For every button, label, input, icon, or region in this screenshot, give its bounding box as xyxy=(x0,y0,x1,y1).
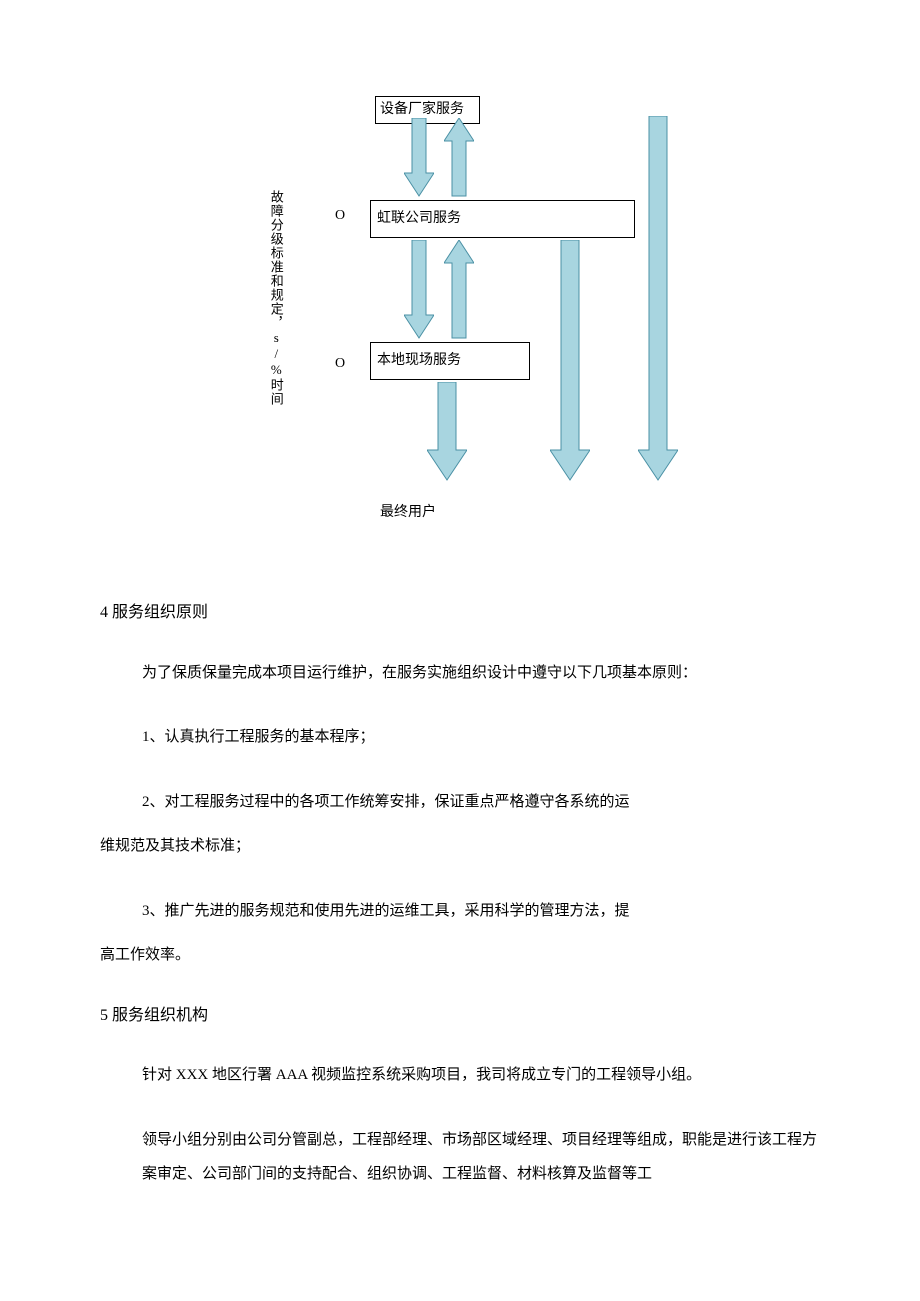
arrow-down-mid-bot xyxy=(404,240,434,340)
box-bot-label: 本地现场服务 xyxy=(377,353,461,368)
vertical-criteria-label: 故障分级标准和规定，s/%时间 xyxy=(265,190,286,410)
arrow-up-mid-top xyxy=(444,118,474,198)
o-marker-2: O xyxy=(335,353,345,375)
section-5-heading: 5 服务组织机构 xyxy=(100,1003,820,1029)
box-local-service: 本地现场服务 xyxy=(370,342,530,380)
arrow-down-bot-end xyxy=(427,382,467,482)
section-4-p1: 为了保质保量完成本项目运行维护，在服务实施组织设计中遵守以下几项基本原则： xyxy=(142,656,820,691)
section-4-p4b: 高工作效率。 xyxy=(100,938,820,973)
section-5-p2: 领导小组分别由公司分管副总，工程部经理、市场部区域经理、项目经理等组成，职能是进… xyxy=(142,1123,820,1192)
end-user-label: 最终用户 xyxy=(380,502,436,524)
box-honglian-service: 虹联公司服务 xyxy=(370,200,635,238)
section-4-p3b: 维规范及其技术标准； xyxy=(100,829,820,864)
section-4-p4a: 3、推广先进的服务规范和使用先进的运维工具，采用科学的管理方法，提 xyxy=(142,894,820,929)
service-diagram: 设备厂家服务 故障分级标准和规定，s/%时间 O O 虹联公司服务 本地现场服务… xyxy=(180,90,720,520)
section-4-p3a: 2、对工程服务过程中的各项工作统筹安排，保证重点严格遵守各系统的运 xyxy=(142,785,820,820)
arrow-down-top-mid xyxy=(404,118,434,198)
section-4-heading: 4 服务组织原则 xyxy=(100,600,820,626)
section-4-p2: 1、认真执行工程服务的基本程序； xyxy=(142,720,820,755)
o-marker-1: O xyxy=(335,205,345,227)
section-5-p1: 针对 XXX 地区行署 AAA 视频监控系统采购项目，我司将成立专门的工程领导小… xyxy=(142,1058,820,1093)
box-top-label: 设备厂家服务 xyxy=(380,102,464,117)
arrow-long-right xyxy=(638,116,678,482)
arrow-up-bot-mid xyxy=(444,240,474,340)
box-mid-label: 虹联公司服务 xyxy=(377,211,461,226)
arrow-long-mid xyxy=(550,240,590,482)
